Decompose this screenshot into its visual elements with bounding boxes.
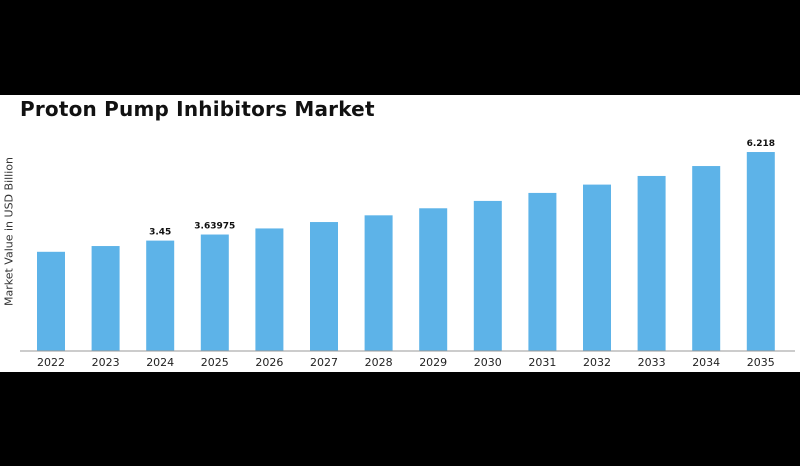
x-tick-label: 2023 bbox=[92, 356, 120, 369]
x-tick-label: 2035 bbox=[747, 356, 775, 369]
bar-2034 bbox=[692, 166, 721, 351]
x-tick-label: 2026 bbox=[255, 356, 283, 369]
data-label: 3.63975 bbox=[194, 222, 235, 232]
chart-title: Proton Pump Inhibitors Market bbox=[20, 97, 375, 121]
chart-panel: Proton Pump Inhibitors Market Market Val… bbox=[0, 95, 800, 372]
x-tick-label: 2025 bbox=[201, 356, 229, 369]
bar-2029 bbox=[419, 208, 448, 351]
x-tick-label: 2022 bbox=[37, 356, 65, 369]
data-label: 6.218 bbox=[747, 139, 775, 149]
data-label: 3.45 bbox=[149, 228, 171, 238]
bar-2022 bbox=[37, 251, 65, 351]
bar-2030 bbox=[473, 200, 502, 351]
bar-2025 bbox=[200, 234, 229, 351]
x-tick-label: 2031 bbox=[528, 356, 556, 369]
bar-2035 bbox=[746, 152, 775, 351]
bar-2023 bbox=[91, 246, 120, 351]
bar-2027 bbox=[310, 222, 338, 351]
x-tick-label: 2028 bbox=[365, 356, 393, 369]
data-labels: 3.45 3.63975 6.218 bbox=[149, 139, 775, 238]
x-tick-label: 2027 bbox=[310, 356, 338, 369]
bar-2032 bbox=[583, 184, 611, 351]
x-tick-label: 2032 bbox=[583, 356, 611, 369]
x-tick-label: 2034 bbox=[692, 356, 720, 369]
bars-group bbox=[37, 152, 775, 351]
bar-chart: 2022 2023 2024 2025 2026 2027 2028 2029 2030 2031… bbox=[20, 139, 795, 369]
x-tick-label: 2029 bbox=[419, 356, 447, 369]
x-tick-labels: 2022 2023 2024 2025 2026 2027 2028 2029 2030 2031… bbox=[37, 356, 775, 369]
x-tick-label: 2024 bbox=[146, 356, 174, 369]
bar-2031 bbox=[528, 192, 557, 351]
bar-2033 bbox=[637, 175, 666, 351]
x-tick-label: 2030 bbox=[474, 356, 502, 369]
bar-2026 bbox=[255, 228, 284, 351]
bar-2024 bbox=[146, 240, 175, 351]
x-tick-label: 2033 bbox=[638, 356, 666, 369]
bar-2028 bbox=[364, 215, 393, 351]
